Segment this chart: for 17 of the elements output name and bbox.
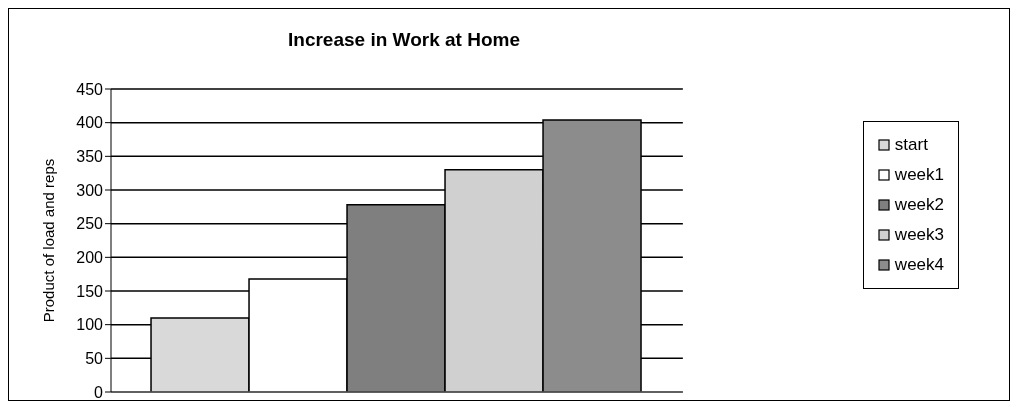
legend-label: week3 [894, 223, 944, 246]
y-tick-label: 100 [76, 316, 104, 334]
legend-label: start [894, 133, 928, 156]
y-tick-label: 200 [76, 249, 104, 267]
y-tick-label: 400 [76, 114, 104, 132]
legend-label: week4 [894, 253, 944, 276]
legend-label: week2 [894, 193, 944, 216]
y-tick-label: 0 [94, 383, 104, 401]
y-tick-label: 350 [76, 148, 104, 166]
chart-title: Increase in Work at Home [287, 29, 521, 51]
y-tick-label: 450 [76, 80, 104, 98]
y-tick-label: 50 [85, 350, 104, 368]
legend-label: week1 [894, 163, 944, 186]
y-axis-title: Product of load and reps [40, 158, 58, 323]
y-tick-label: 250 [76, 215, 104, 233]
y-tick-label: 150 [76, 282, 104, 300]
y-tick-label: 300 [76, 181, 104, 199]
